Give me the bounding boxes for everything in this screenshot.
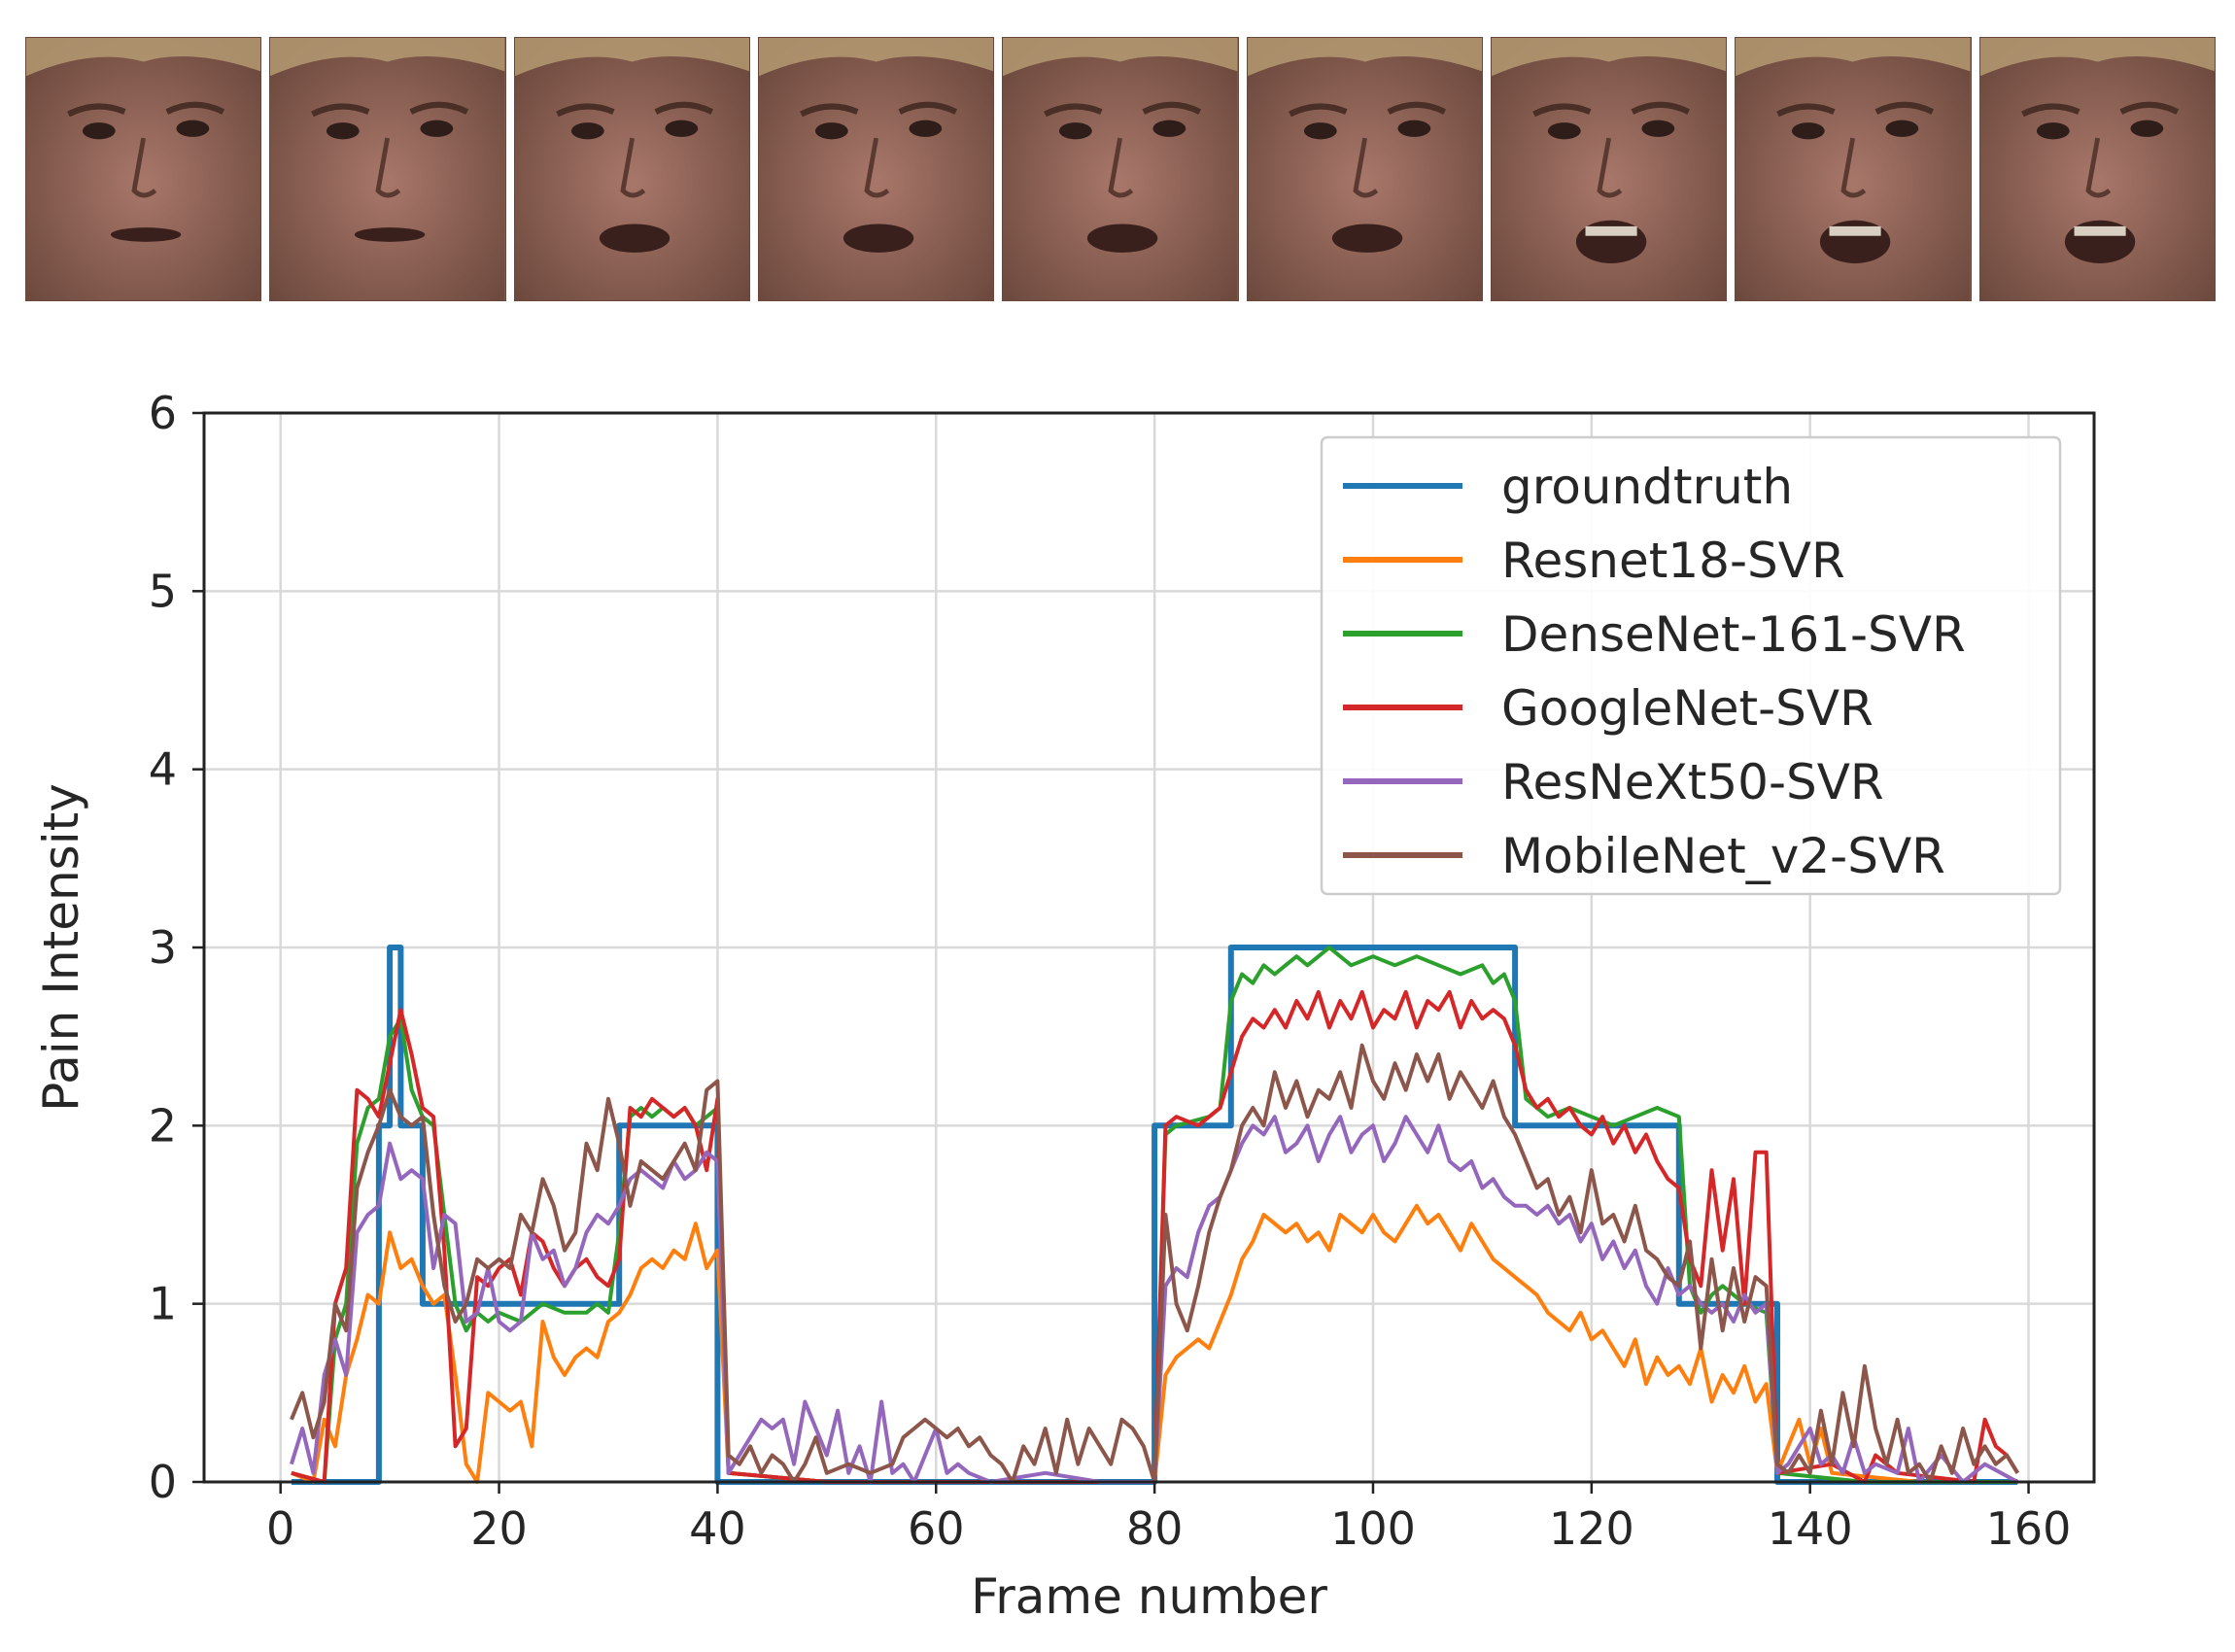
y-tick-label: 3: [149, 921, 177, 974]
y-tick-label: 4: [149, 743, 177, 796]
y-tick-label: 0: [149, 1456, 177, 1508]
face-image: [1491, 37, 1728, 301]
face-image: [1002, 37, 1239, 301]
legend-label: groundtruth: [1501, 459, 1793, 515]
legend-label: GoogleNet-SVR: [1501, 680, 1874, 737]
face-image: [1735, 37, 1972, 301]
series-line-googlenet-svr: [291, 989, 2020, 1484]
y-axis-label: Pain Intensity: [33, 783, 89, 1112]
legend-label: MobileNet_v2-SVR: [1501, 828, 1945, 884]
x-tick-label: 120: [1549, 1502, 1634, 1555]
face-image: [758, 37, 995, 301]
x-tick-label: 80: [1126, 1502, 1184, 1555]
face-image: [25, 37, 262, 301]
y-tick-label: 2: [149, 1099, 177, 1152]
y-tick-label: 6: [149, 387, 177, 439]
y-tick-label: 5: [149, 565, 177, 617]
face-image: [1978, 37, 2216, 301]
legend: groundtruth Resnet18-SVR DenseNet-161-SVR G…: [1320, 435, 2062, 896]
x-tick-label: 0: [266, 1502, 294, 1555]
face-image: [513, 37, 750, 301]
x-tick-label: 160: [1986, 1502, 2072, 1555]
x-tick-label: 20: [470, 1502, 528, 1555]
x-axis-label: Frame number: [971, 1568, 1327, 1625]
x-tick-label: 100: [1330, 1502, 1416, 1555]
face-image: [1246, 37, 1483, 301]
x-tick-label: 40: [689, 1502, 746, 1555]
axis-ticks: 0 20 40 60 80 100 120 140 160 0 1 2 3 4 5 6: [149, 387, 2072, 1555]
legend-box: [1320, 435, 2062, 896]
legend-label: DenseNet-161-SVR: [1501, 606, 1966, 663]
y-tick-label: 1: [149, 1278, 177, 1330]
series-line-mobilenet-v2-svr: [290, 1043, 2020, 1484]
legend-label: ResNeXt50-SVR: [1501, 754, 1884, 810]
series-line-resnet18-svr: [291, 1203, 2018, 1484]
pain-intensity-chart: 0 20 40 60 80 100 120 140 160 0 1 2 3 4 5 6 Frame numbe…: [33, 387, 2096, 1625]
x-tick-label: 60: [908, 1502, 965, 1555]
face-image: [269, 37, 506, 301]
series-layer: [289, 945, 2020, 1485]
x-tick-label: 140: [1768, 1502, 1853, 1555]
legend-label: Resnet18-SVR: [1501, 533, 1845, 589]
face-strip: [0, 0, 2235, 321]
